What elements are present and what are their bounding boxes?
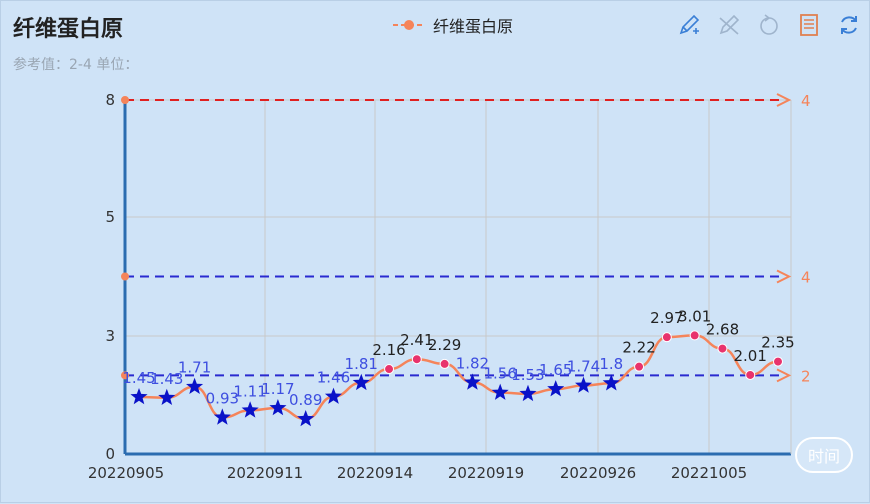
x-tick-label: 20220926 — [560, 464, 636, 482]
reference-range-subtitle: 参考值：2-4 单位： — [13, 57, 139, 73]
data-point — [439, 358, 450, 369]
data-label: 0.89 — [289, 391, 322, 409]
data-label: 1.81 — [345, 355, 378, 373]
data-point-star — [269, 399, 287, 416]
data-point-star — [575, 376, 593, 393]
series-line — [138, 334, 779, 421]
data-label: 1.82 — [456, 354, 489, 372]
data-point-star — [158, 388, 176, 405]
reference-line-label: 4 — [801, 92, 811, 110]
data-point-star — [241, 401, 259, 418]
data-label: 1.45 — [122, 369, 155, 387]
data-label: 3.01 — [678, 307, 711, 325]
data-point — [745, 369, 756, 380]
pencil-icon[interactable] — [675, 11, 703, 39]
data-point-star — [324, 387, 342, 404]
reference-line-start-dot — [121, 96, 129, 104]
data-point-star — [213, 408, 231, 425]
x-tick-label: 20221005 — [671, 464, 747, 482]
data-label: 2.41 — [400, 331, 433, 349]
data-point-star — [186, 377, 204, 394]
restore-icon[interactable] — [755, 11, 783, 39]
refresh-icon[interactable] — [835, 11, 863, 39]
chart-title: 纤维蛋白原 — [13, 17, 124, 42]
data-label: 2.22 — [622, 339, 655, 357]
data-label: 2.68 — [706, 321, 739, 339]
data-view-icon[interactable] — [795, 11, 823, 39]
data-point-star — [352, 373, 370, 391]
reference-line-label: 2 — [801, 367, 811, 385]
reference-line-arrow — [776, 368, 792, 383]
data-point — [634, 361, 645, 372]
data-point-star — [297, 410, 315, 427]
eraser-icon[interactable] — [715, 11, 743, 39]
data-label: 2.97 — [650, 309, 683, 327]
data-label: 1.65 — [539, 361, 572, 379]
data-point-star — [547, 380, 565, 397]
reference-line-start-dot — [121, 371, 129, 380]
reference-line-arrow — [776, 93, 792, 107]
data-point — [689, 330, 700, 341]
y-tick-label: 5 — [105, 208, 115, 226]
reference-line-label: 4 — [801, 269, 811, 287]
datazoom-handle[interactable]: 时间 — [795, 437, 853, 473]
x-tick-label: 20220919 — [448, 464, 524, 482]
data-point-star — [491, 383, 509, 400]
data-point — [661, 332, 672, 343]
data-point-star — [519, 384, 537, 402]
legend-label: 纤维蛋白原 — [433, 17, 514, 36]
data-point-star — [602, 374, 620, 391]
y-tick-label: 8 — [105, 91, 115, 109]
data-point-star — [130, 388, 148, 405]
x-tick-label: 20220911 — [227, 464, 303, 482]
legend-line-marker — [393, 20, 425, 30]
data-label: 1.43 — [150, 370, 183, 388]
x-tick-label: 20220905 — [88, 464, 164, 482]
x-tick-label: 20220914 — [337, 464, 413, 482]
data-label: 2.16 — [372, 341, 405, 359]
data-label: 1.53 — [511, 366, 544, 384]
data-label: 0.93 — [206, 389, 239, 407]
data-point — [411, 354, 422, 365]
legend[interactable]: 纤维蛋白原 — [391, 13, 513, 37]
data-label: 1.17 — [261, 380, 294, 398]
y-tick-label: 3 — [105, 327, 115, 345]
data-label: 1.11 — [233, 382, 266, 400]
data-point — [717, 343, 728, 354]
data-label: 2.29 — [428, 336, 461, 354]
reference-line-start-dot — [121, 272, 129, 281]
datazoom-label: 时间 — [807, 447, 840, 466]
data-point — [773, 356, 783, 367]
data-label: 1.46 — [317, 369, 350, 387]
data-label: 1.8 — [599, 355, 623, 373]
data-label: 2.35 — [761, 334, 794, 352]
y-tick-label: 0 — [105, 445, 115, 463]
data-label: 1.74 — [567, 358, 600, 376]
data-point-star — [463, 373, 481, 390]
data-label: 1.71 — [178, 359, 211, 377]
toolbar — [675, 11, 863, 39]
reference-line-arrow — [776, 269, 792, 284]
data-label: 2.01 — [734, 347, 767, 365]
data-label: 1.56 — [483, 365, 516, 383]
data-point — [384, 364, 395, 375]
